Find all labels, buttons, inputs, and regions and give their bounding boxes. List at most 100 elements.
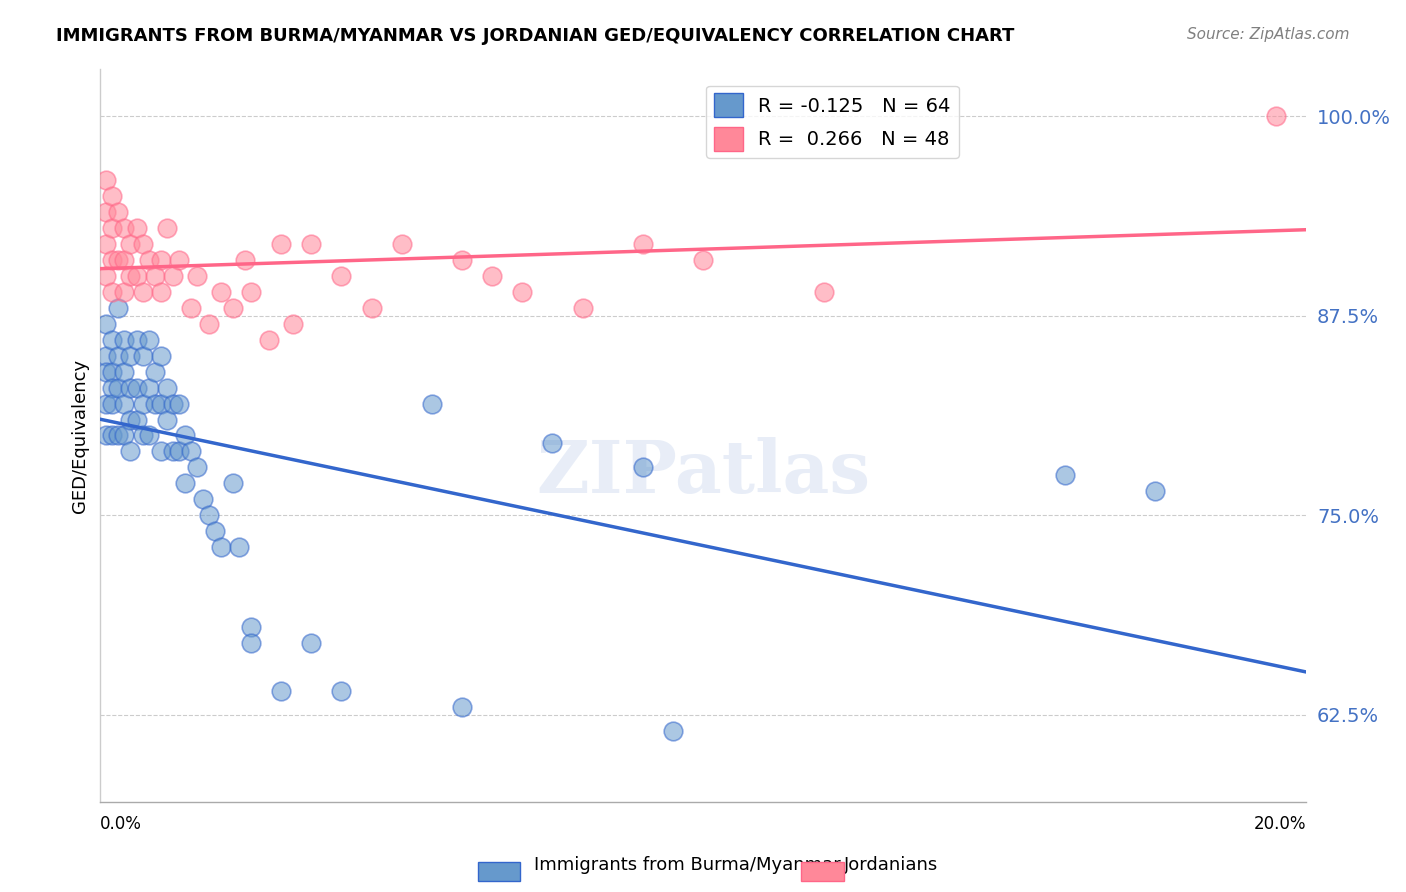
Point <box>107 381 129 395</box>
Point <box>143 396 166 410</box>
Point <box>96 428 118 442</box>
Point <box>299 237 322 252</box>
Point <box>167 396 190 410</box>
Point <box>173 428 195 442</box>
Point <box>156 412 179 426</box>
Point <box>114 285 136 299</box>
Point <box>101 189 124 203</box>
Point <box>125 412 148 426</box>
Point <box>270 237 292 252</box>
Point <box>391 237 413 252</box>
Point <box>204 524 226 539</box>
Point <box>131 349 153 363</box>
Point <box>180 301 202 315</box>
Point <box>96 268 118 283</box>
Text: 20.0%: 20.0% <box>1253 815 1306 833</box>
Point <box>149 444 172 458</box>
Point <box>101 365 124 379</box>
Point <box>114 428 136 442</box>
Point <box>1053 468 1076 483</box>
Point <box>173 476 195 491</box>
Point <box>120 381 142 395</box>
Point <box>451 252 474 267</box>
Point <box>222 476 245 491</box>
Point <box>420 396 443 410</box>
Point <box>114 396 136 410</box>
Point <box>101 252 124 267</box>
Point <box>149 252 172 267</box>
Point <box>571 301 593 315</box>
Point <box>101 396 124 410</box>
Point <box>451 699 474 714</box>
Point <box>131 285 153 299</box>
Text: Immigrants from Burma/Myanmar: Immigrants from Burma/Myanmar <box>534 856 841 874</box>
Point <box>162 396 184 410</box>
Point <box>138 333 160 347</box>
Point <box>131 428 153 442</box>
Point <box>125 221 148 235</box>
Point <box>149 349 172 363</box>
Point <box>222 301 245 315</box>
Text: IMMIGRANTS FROM BURMA/MYANMAR VS JORDANIAN GED/EQUIVALENCY CORRELATION CHART: IMMIGRANTS FROM BURMA/MYANMAR VS JORDANI… <box>56 27 1015 45</box>
Point <box>330 683 353 698</box>
Point <box>138 381 160 395</box>
Point <box>107 428 129 442</box>
Y-axis label: GED/Equivalency: GED/Equivalency <box>72 359 89 513</box>
Point <box>120 412 142 426</box>
Point <box>198 508 221 523</box>
Point <box>101 428 124 442</box>
Point <box>156 381 179 395</box>
Point <box>107 205 129 219</box>
Point <box>233 252 256 267</box>
Point <box>631 237 654 252</box>
Point <box>96 396 118 410</box>
Point <box>186 268 208 283</box>
Point <box>125 333 148 347</box>
Point <box>360 301 382 315</box>
Point <box>692 252 714 267</box>
Point <box>299 636 322 650</box>
Point <box>114 221 136 235</box>
Point <box>96 173 118 187</box>
Point <box>209 285 232 299</box>
Point <box>131 237 153 252</box>
Point <box>209 540 232 554</box>
Point <box>510 285 533 299</box>
Point <box>138 252 160 267</box>
Point <box>101 333 124 347</box>
Point <box>198 317 221 331</box>
Point <box>125 268 148 283</box>
Point <box>191 492 214 507</box>
Point <box>120 444 142 458</box>
Point <box>257 333 280 347</box>
Point <box>114 365 136 379</box>
Point <box>813 285 835 299</box>
Point <box>162 444 184 458</box>
Point <box>120 349 142 363</box>
Point <box>149 285 172 299</box>
Point <box>107 349 129 363</box>
Point <box>114 333 136 347</box>
Point <box>283 317 305 331</box>
Point <box>101 221 124 235</box>
Point <box>125 381 148 395</box>
Point <box>631 460 654 475</box>
Point <box>1264 109 1286 123</box>
Point <box>162 268 184 283</box>
Point <box>180 444 202 458</box>
Point <box>143 268 166 283</box>
Point <box>541 436 564 450</box>
Text: Source: ZipAtlas.com: Source: ZipAtlas.com <box>1187 27 1350 42</box>
Point <box>167 444 190 458</box>
Legend: R = -0.125   N = 64, R =  0.266   N = 48: R = -0.125 N = 64, R = 0.266 N = 48 <box>706 86 959 158</box>
Point <box>240 285 263 299</box>
Point <box>107 252 129 267</box>
Point <box>167 252 190 267</box>
Point <box>228 540 250 554</box>
Point <box>120 268 142 283</box>
Point <box>120 237 142 252</box>
Point <box>101 285 124 299</box>
Point <box>330 268 353 283</box>
Point <box>131 396 153 410</box>
Point <box>143 365 166 379</box>
